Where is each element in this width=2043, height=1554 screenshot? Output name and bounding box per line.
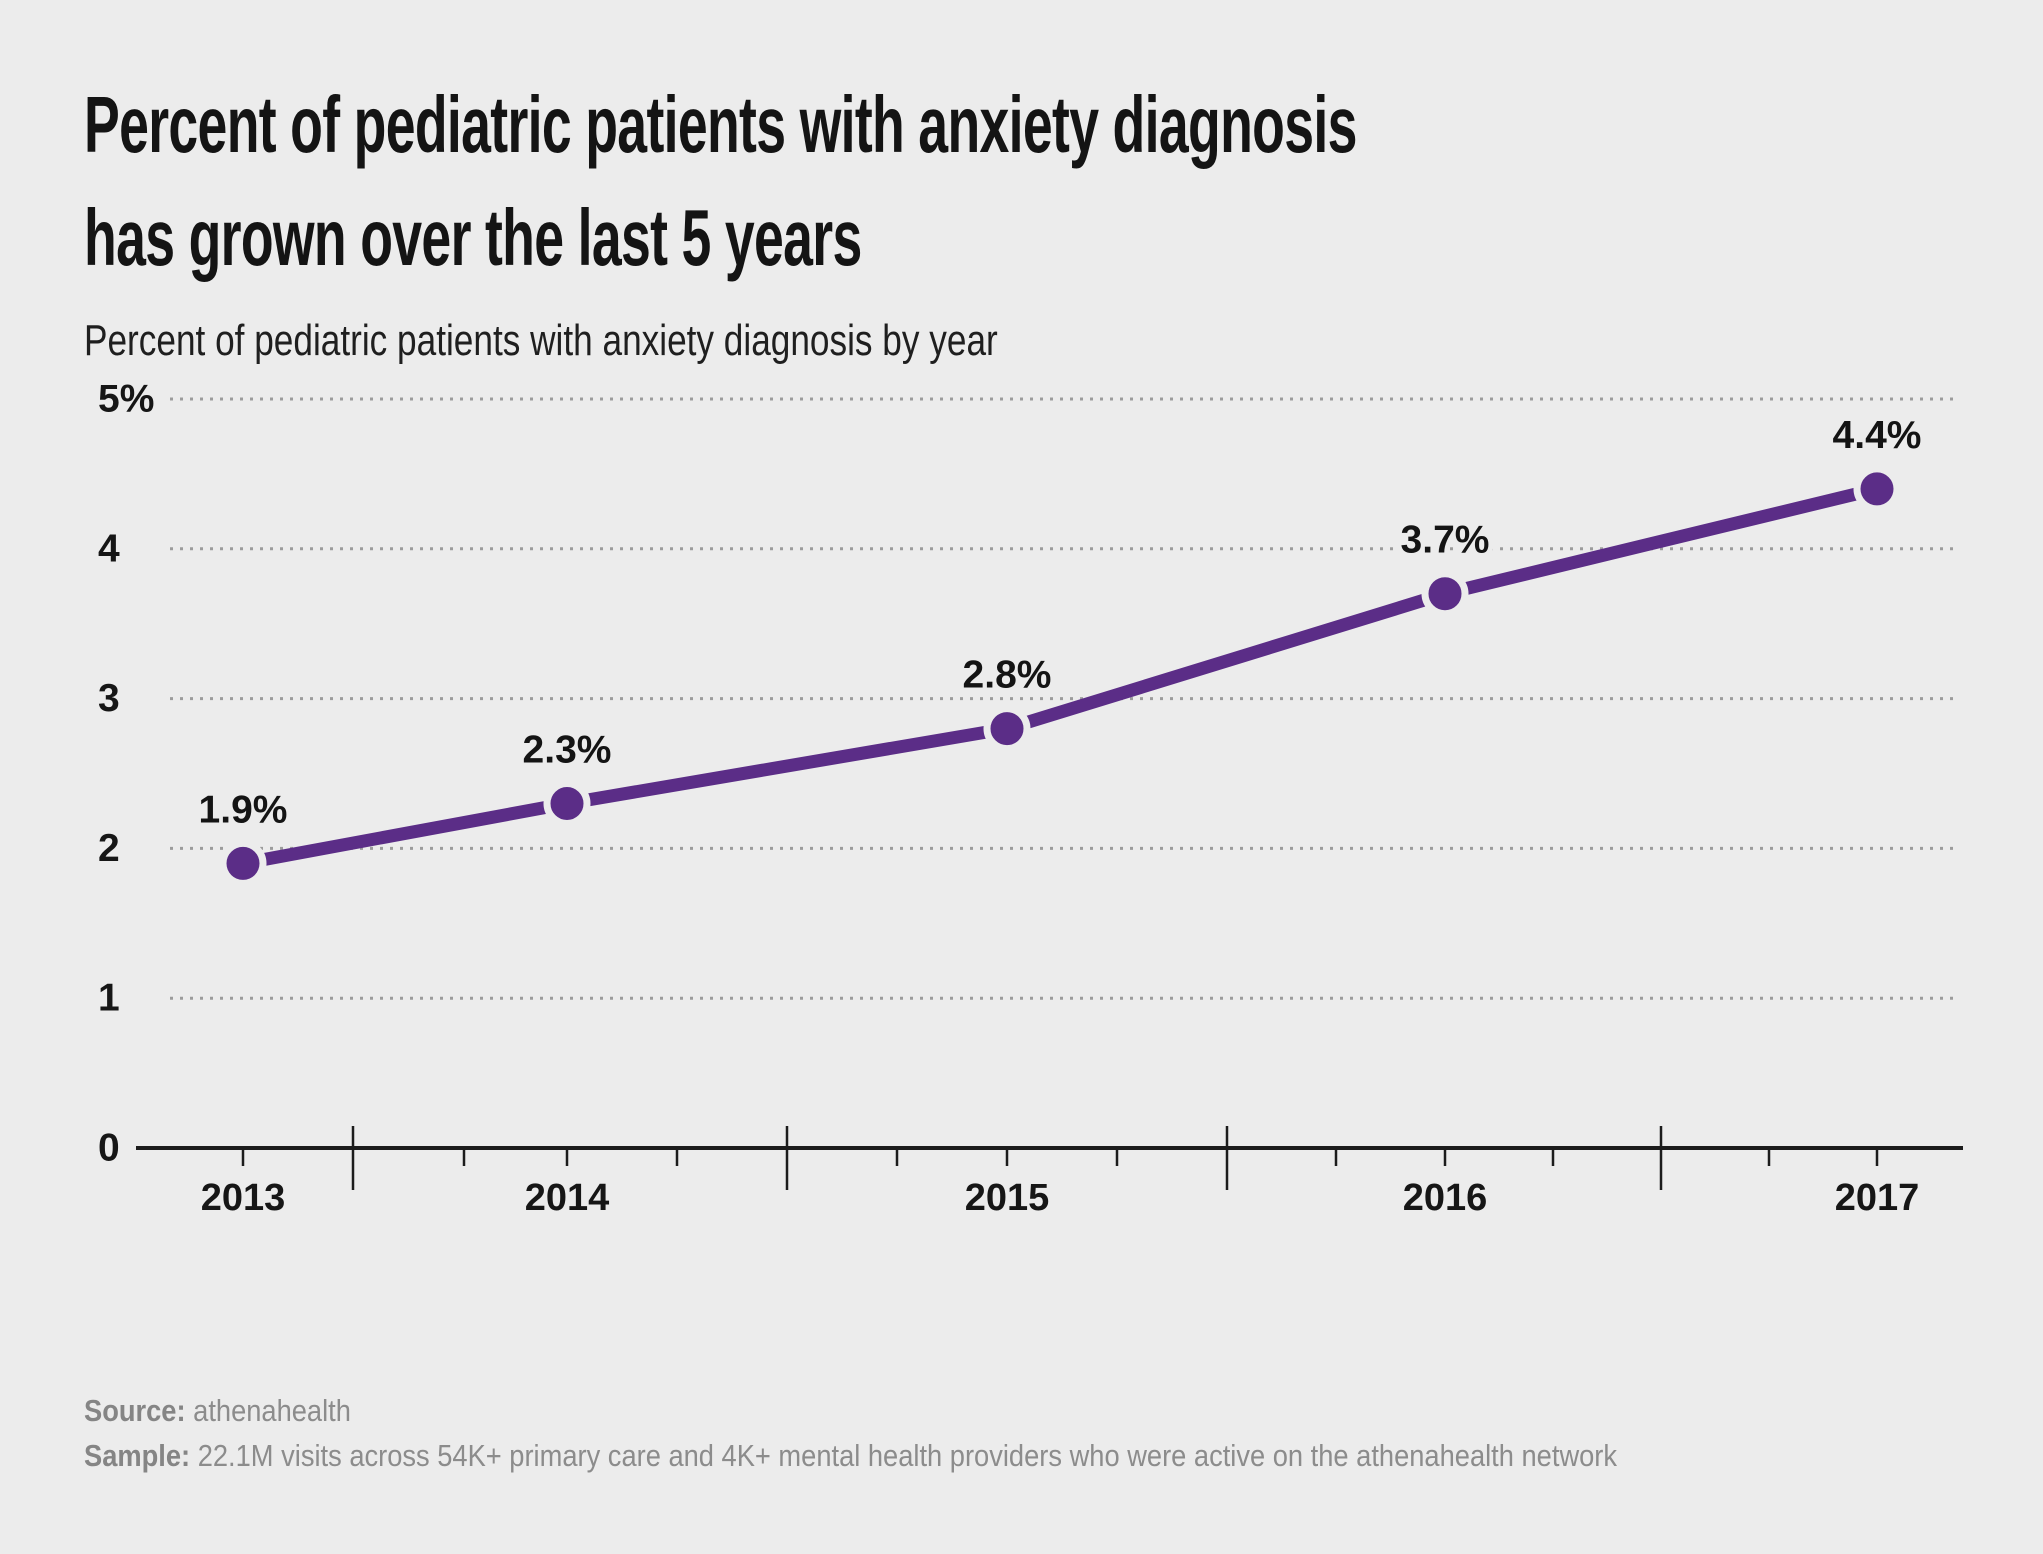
y-axis-label-1: 1 <box>98 977 120 1020</box>
data-label-2016: 3.7% <box>1401 519 1490 562</box>
y-axis-label-0: 0 <box>98 1127 120 1170</box>
chart-title: Percent of pediatric patients with anxie… <box>84 68 1984 294</box>
x-axis-label-2014: 2014 <box>525 1177 610 1219</box>
chart-title-line2: has grown over the last 5 years <box>84 193 862 282</box>
source-label: Source: <box>84 1393 186 1428</box>
chart-title-line1: Percent of pediatric patients with anxie… <box>84 80 1357 169</box>
y-axis-label-2: 2 <box>98 827 120 870</box>
data-point-2015 <box>983 705 1031 753</box>
sample-note: Sample: 22.1M visits across 54K+ primary… <box>84 1438 1617 1474</box>
y-axis-label-3: 3 <box>98 677 120 720</box>
x-axis-label-2017: 2017 <box>1835 1177 1920 1219</box>
chart-subtitle: Percent of pediatric patients with anxie… <box>84 316 998 365</box>
data-label-2014: 2.3% <box>523 729 612 772</box>
data-point-2017 <box>1853 465 1901 513</box>
y-axis-label-4: 4 <box>98 527 120 570</box>
data-label-2015: 2.8% <box>963 654 1052 697</box>
x-axis-label-2015: 2015 <box>965 1177 1050 1219</box>
data-label-2017: 4.4% <box>1833 414 1922 457</box>
y-axis-label-5%: 5% <box>98 378 154 421</box>
data-point-2014 <box>543 780 591 827</box>
source-note: Source: athenahealth <box>84 1393 351 1429</box>
source-value: athenahealth <box>185 1393 351 1428</box>
sample-label: Sample: <box>84 1438 191 1473</box>
data-point-2016 <box>1421 570 1469 618</box>
data-point-2013 <box>219 839 267 887</box>
data-label-2013: 1.9% <box>199 788 288 831</box>
trend-line <box>236 482 1884 870</box>
x-axis-label-2013: 2013 <box>201 1177 286 1219</box>
x-axis-label-2016: 2016 <box>1403 1177 1488 1219</box>
sample-value: 22.1M visits across 54K+ primary care an… <box>190 1438 1618 1473</box>
